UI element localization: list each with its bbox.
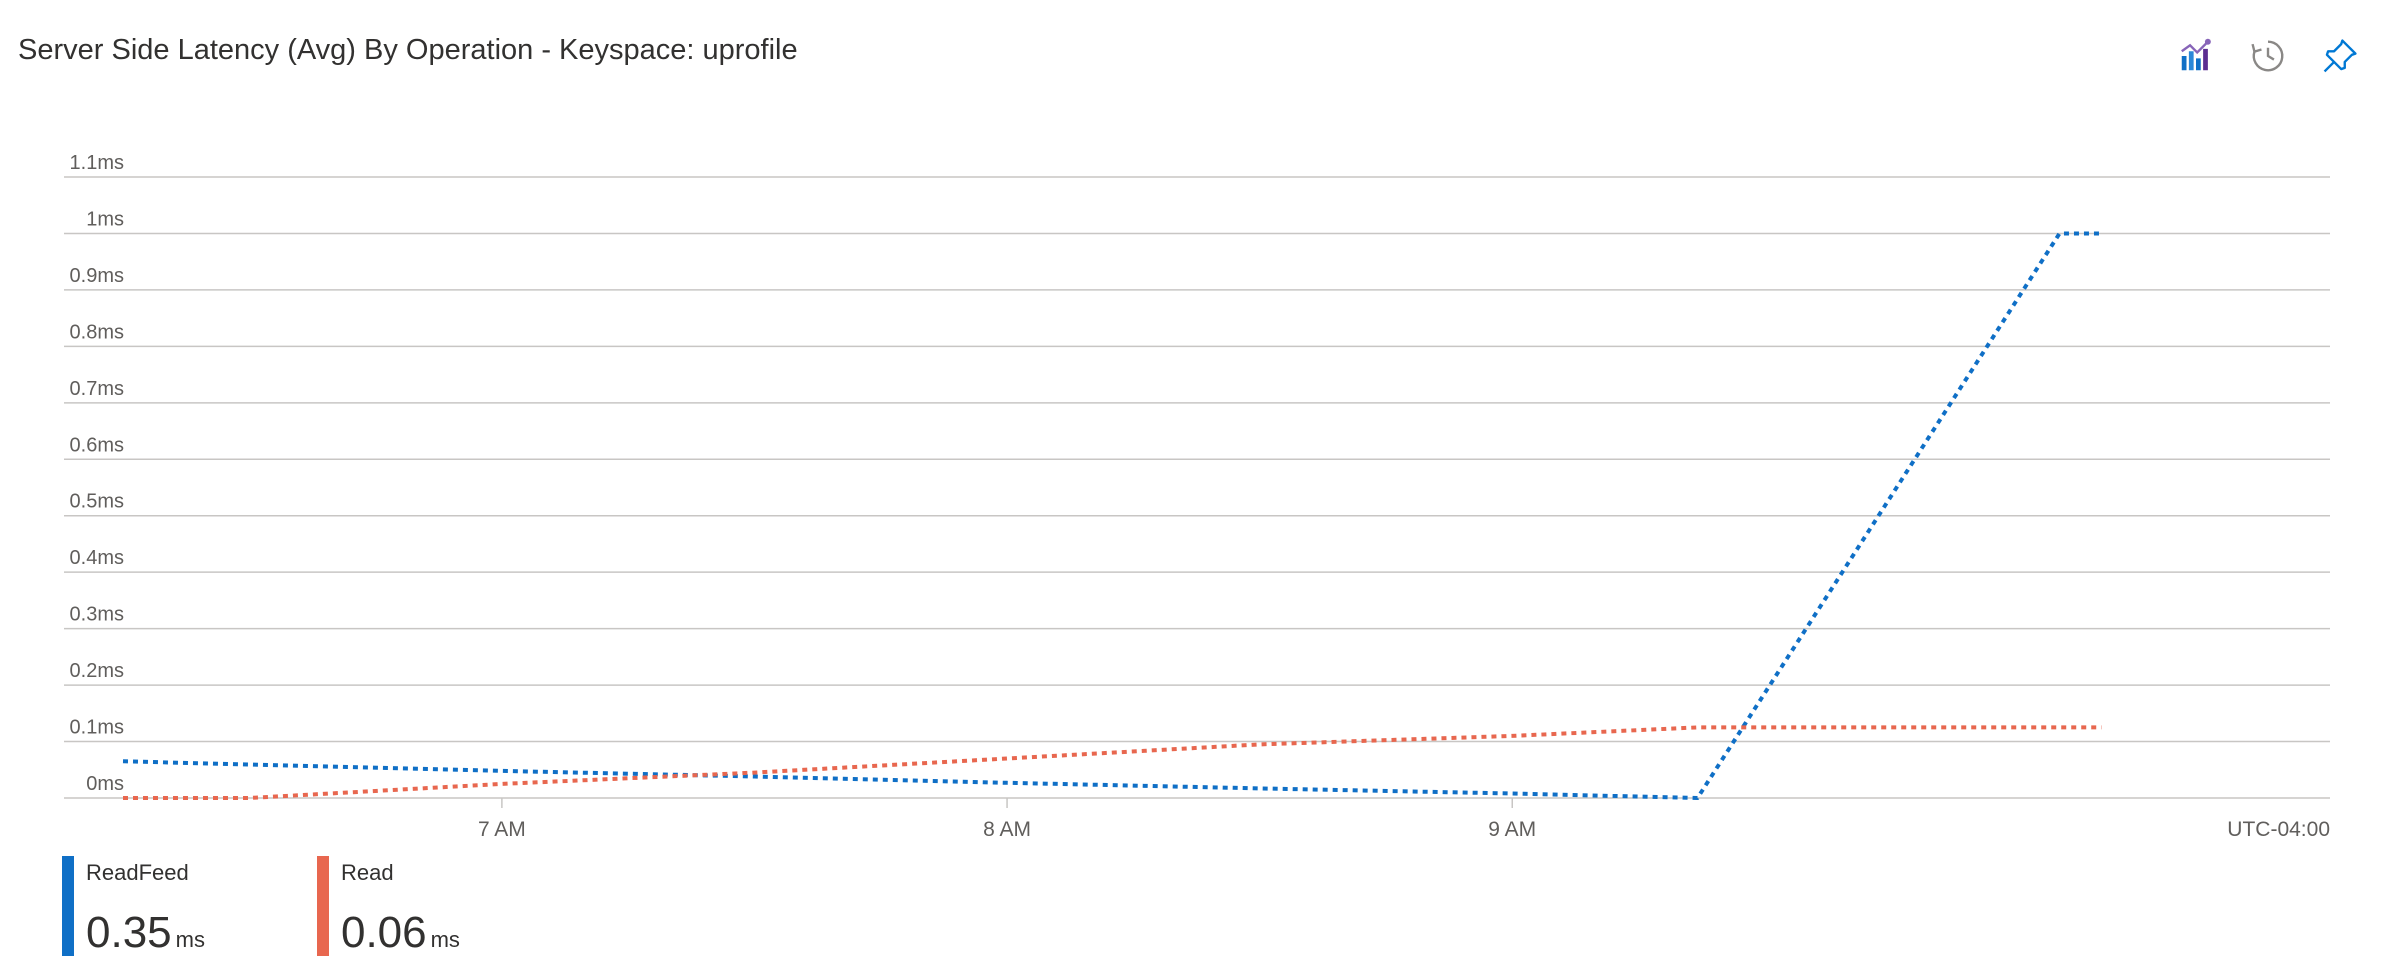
history-icon xyxy=(2251,40,2284,72)
x-tick-label: 8 AM xyxy=(983,818,1031,841)
series-line-readfeed xyxy=(122,231,2102,800)
legend-number: 0.35 xyxy=(86,908,172,957)
y-axis: 0ms 0.1ms 0.2ms 0.3ms 0.4ms 0.5ms 0.6ms 0.7ms 0.… xyxy=(70,152,124,795)
y-tick-label: 0.7ms xyxy=(70,378,124,400)
x-tick-label: 7 AM xyxy=(478,818,526,841)
y-tick-label: 0.2ms xyxy=(70,660,124,682)
legend-unit: ms xyxy=(430,927,460,952)
open-in-metrics-button[interactable] xyxy=(2172,32,2220,80)
y-tick-label: 0.8ms xyxy=(70,321,124,343)
legend-item-read[interactable]: Read 0.06 ms xyxy=(316,856,460,958)
y-tick-label: 0.1ms xyxy=(70,717,124,739)
legend-unit: ms xyxy=(175,927,205,952)
legend-name: ReadFeed xyxy=(86,860,189,885)
legend-name: Read xyxy=(340,860,394,885)
series-line-read xyxy=(123,725,2102,800)
chart-toolbar xyxy=(2172,32,2364,80)
legend-swatch-readfeed xyxy=(62,856,74,956)
y-tick-label: 0.6ms xyxy=(70,434,124,456)
legend-number: 0.06 xyxy=(340,908,427,957)
y-tick-label: 1ms xyxy=(86,208,124,230)
y-tick-label: 0ms xyxy=(86,773,124,795)
legend-item-readfeed[interactable]: ReadFeed 0.35 ms xyxy=(62,856,205,958)
series-lines xyxy=(122,231,2102,800)
legend-value: 0.06 ms xyxy=(341,908,460,958)
metrics-chart-icon xyxy=(2181,38,2211,71)
legend-swatch-read xyxy=(316,856,329,956)
chart-title: Server Side Latency (Avg) By Operation -… xyxy=(18,34,798,66)
y-tick-label: 1.1ms xyxy=(70,152,124,174)
chart-legend: ReadFeed 0.35 ms Read 0.06 ms xyxy=(62,856,460,958)
history-button[interactable] xyxy=(2244,32,2292,80)
legend-value: 0.35 ms xyxy=(86,908,205,958)
pin-button[interactable] xyxy=(2316,32,2364,80)
y-tick-label: 0.9ms xyxy=(70,265,124,287)
y-tick-label: 0.5ms xyxy=(70,491,124,513)
y-tick-label: 0.3ms xyxy=(70,604,124,626)
x-tick-label: 9 AM xyxy=(1488,818,1536,841)
x-axis: 7 AM 8 AM 9 AM UTC-04:00 xyxy=(478,798,2330,841)
timezone-label: UTC-04:00 xyxy=(2227,818,2330,841)
y-tick-label: 0.4ms xyxy=(70,547,124,569)
pin-icon xyxy=(2323,39,2357,73)
grid-lines xyxy=(64,176,2330,799)
